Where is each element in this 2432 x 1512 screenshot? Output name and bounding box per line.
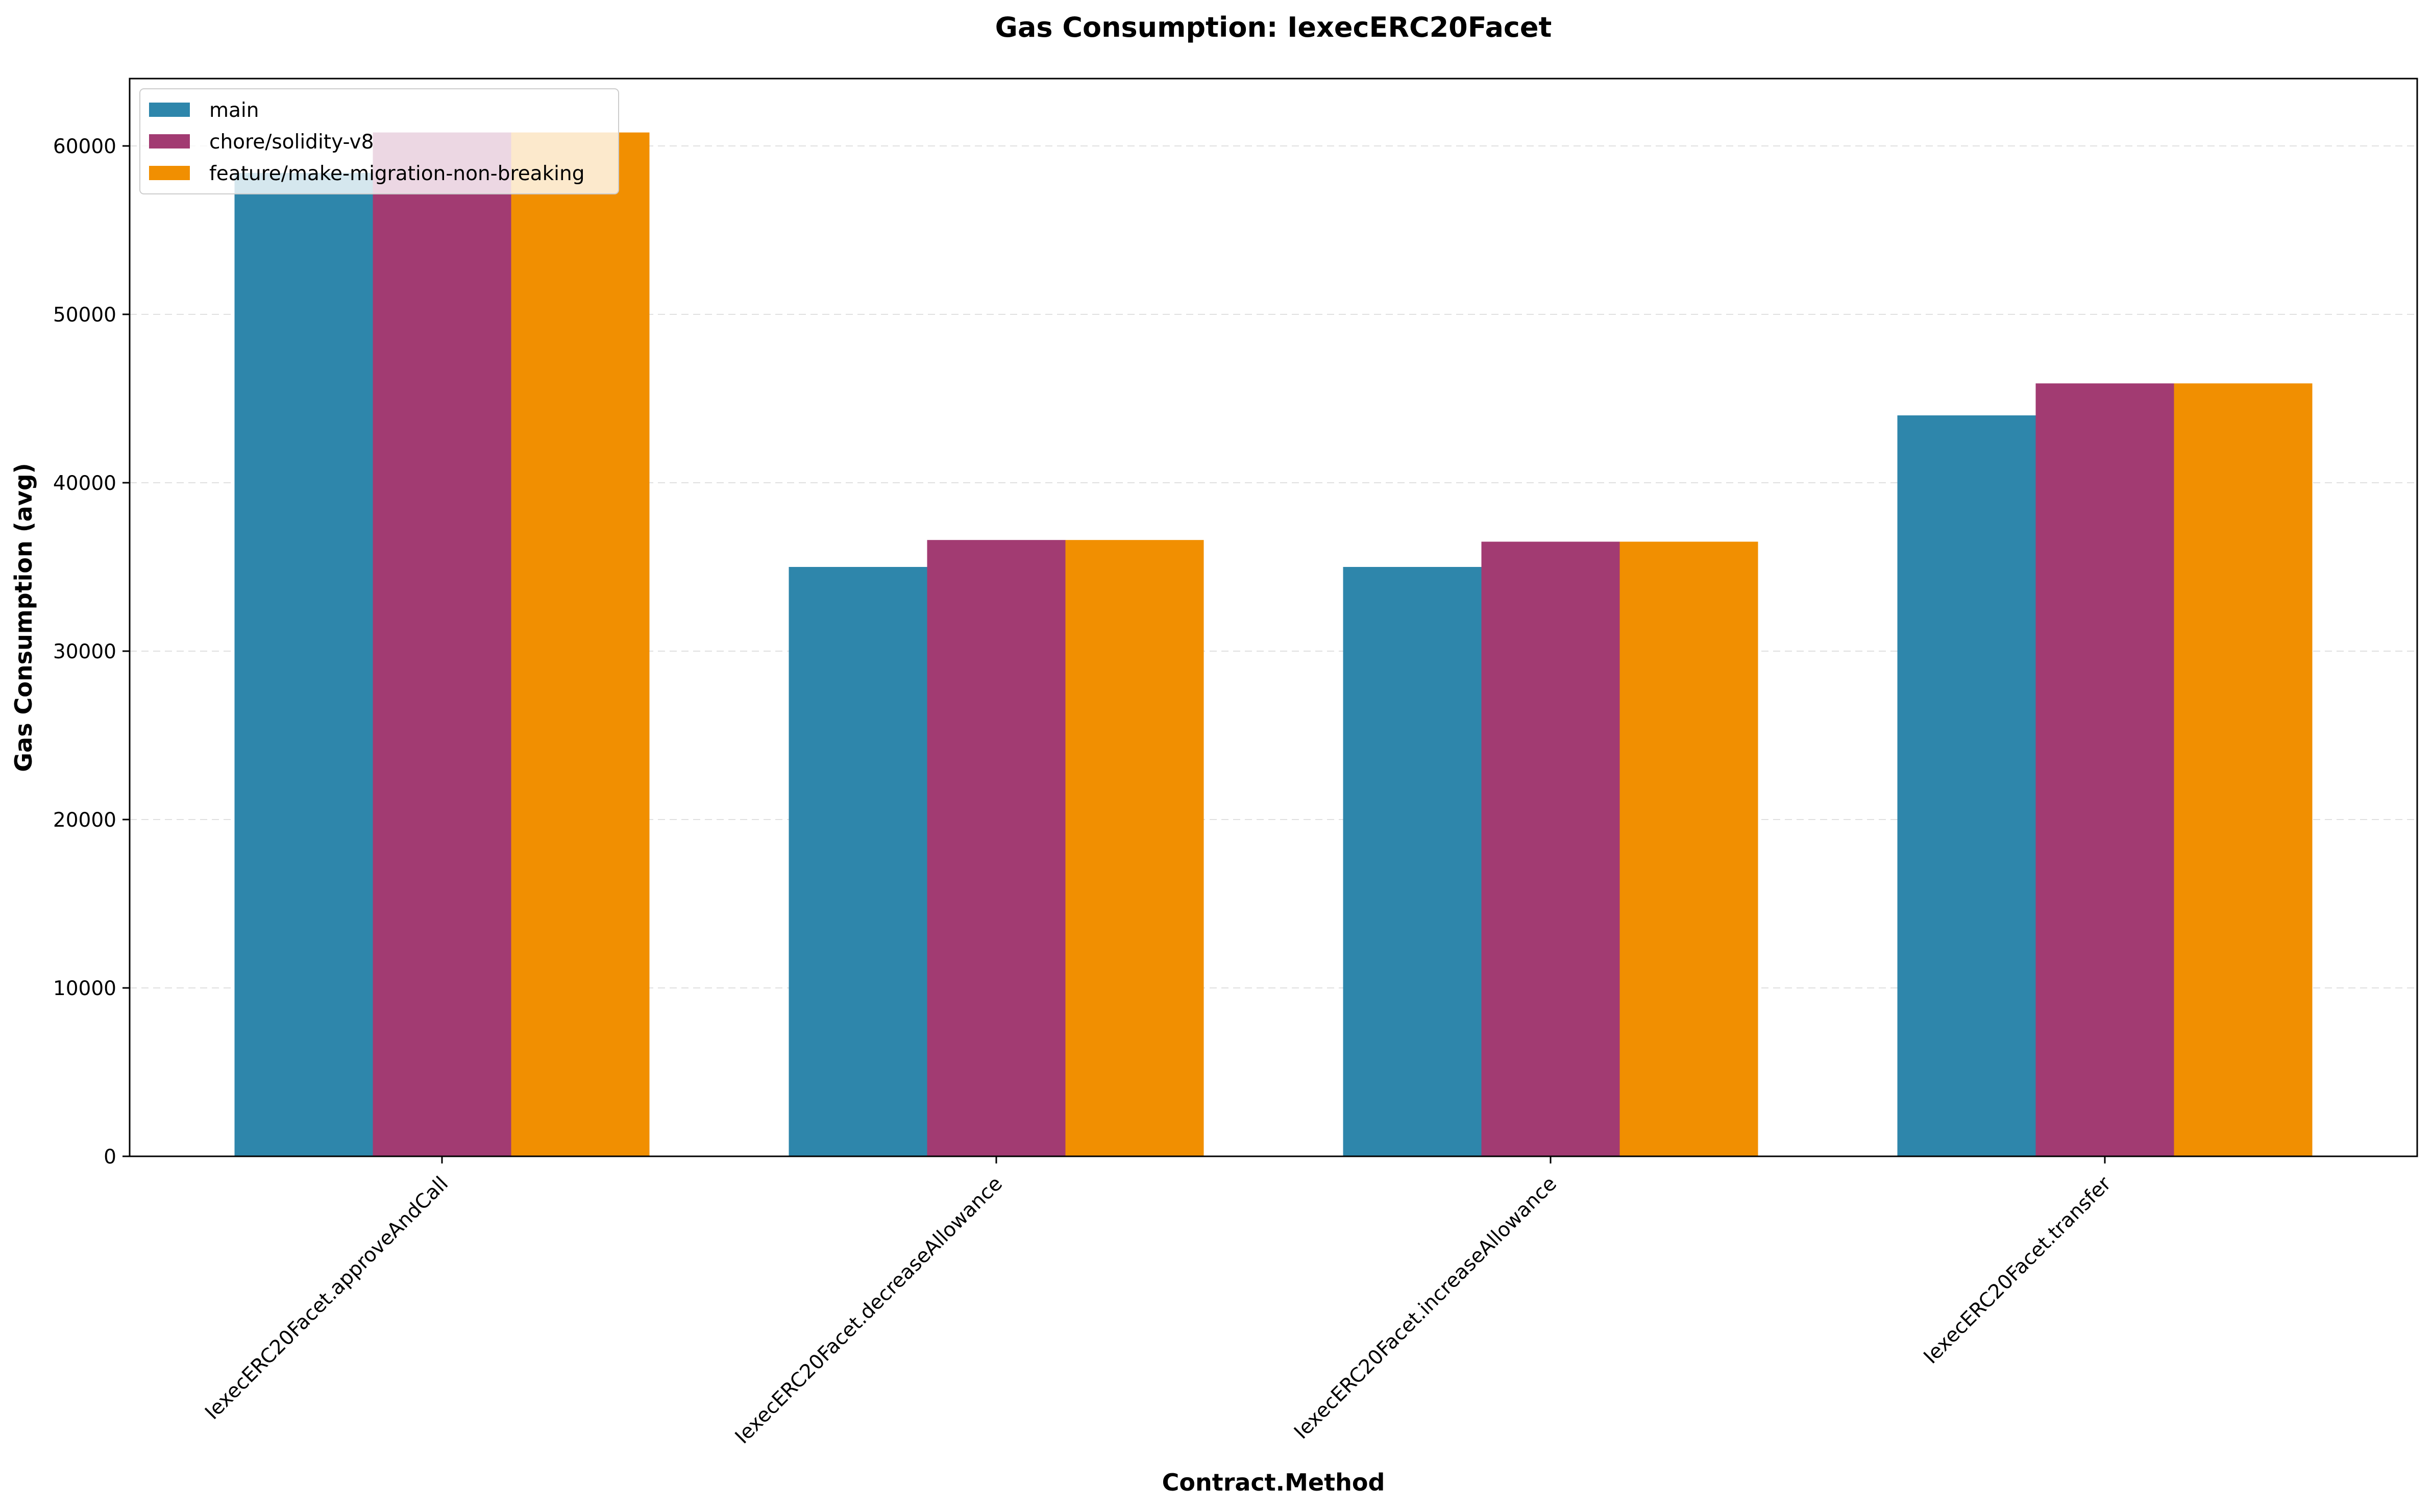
x-axis-label: Contract.Method <box>1162 1469 1385 1496</box>
bar-feature-make-migration-non-breaking-4 <box>2174 383 2313 1156</box>
x-tick-label: IexecERC20Facet.transfer <box>1920 1172 2116 1369</box>
bar-feature-make-migration-non-breaking-2 <box>1065 540 1204 1156</box>
x-tick-label: IexecERC20Facet.decreaseAllowance <box>731 1172 1007 1448</box>
y-tick-label: 0 <box>104 1146 116 1169</box>
y-tick-label: 60000 <box>53 135 116 158</box>
legend-swatch <box>149 103 190 117</box>
y-tick-label: 10000 <box>53 977 116 1000</box>
y-tick-label: 50000 <box>53 304 116 327</box>
x-axis: IexecERC20Facet.approveAndCall IexecERC20… <box>201 1156 2116 1448</box>
bar-feature-make-migration-non-breaking-3 <box>1619 541 1758 1156</box>
legend-label: chore/solidity-v8 <box>209 131 374 154</box>
y-tick-label: 40000 <box>53 472 116 495</box>
x-tick-label: IexecERC20Facet.increaseAllowance <box>1290 1172 1561 1444</box>
plot-area-frame <box>129 78 2418 1157</box>
bar-chore-solidity-v8-4 <box>2035 383 2174 1156</box>
legend-swatch <box>149 166 190 180</box>
y-tick-label: 30000 <box>53 640 116 663</box>
chart-title: Gas Consumption: IexecERC20Facet <box>995 11 1552 43</box>
y-tick-label: 20000 <box>53 809 116 832</box>
legend-label: feature/make-migration-non-breaking <box>209 162 584 185</box>
legend: main chore/solidity-v8 feature/make-migrat… <box>139 88 619 194</box>
bar-chore-solidity-v8-3 <box>1481 541 1620 1156</box>
bar-chore-solidity-v8-2 <box>927 540 1066 1156</box>
legend-swatch <box>149 134 190 148</box>
bar-main-4 <box>1897 415 2036 1156</box>
y-axis: 0 10000 20000 30000 40000 50000 60000 <box>53 135 130 1169</box>
bar-main-2 <box>789 567 927 1156</box>
y-axis-label: Gas Consumption (avg) <box>10 463 37 772</box>
legend-box <box>139 88 619 194</box>
x-tick-label: IexecERC20Facet.approveAndCall <box>201 1172 453 1424</box>
legend-label: main <box>209 99 259 122</box>
bar-feature-make-migration-non-breaking-1 <box>511 132 650 1157</box>
bar-main-1 <box>234 172 373 1156</box>
bars <box>234 132 2313 1157</box>
bar-chore-solidity-v8-1 <box>373 132 511 1157</box>
bar-main-3 <box>1343 567 1482 1156</box>
